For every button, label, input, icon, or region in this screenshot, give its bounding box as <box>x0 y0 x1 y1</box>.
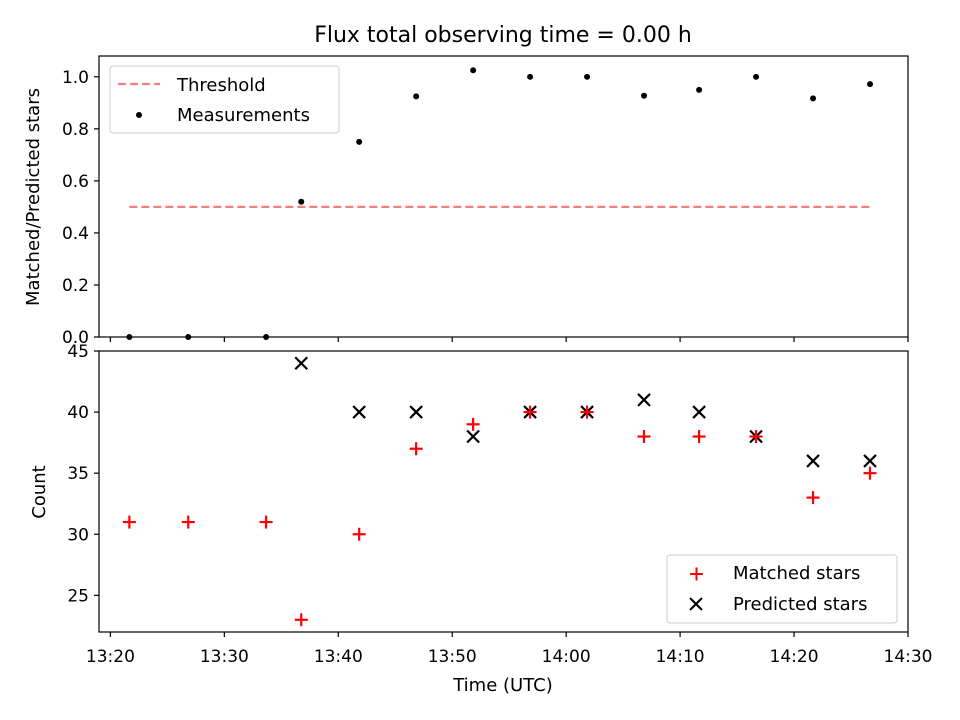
bottom-xtick-label: 13:40 <box>314 647 363 667</box>
matched-star-point <box>122 515 136 529</box>
matched-star-point <box>466 417 480 431</box>
bottom-xtick-label: 14:20 <box>770 647 819 667</box>
predicted-star-point <box>466 429 480 444</box>
predicted-star-point <box>806 454 820 468</box>
measurement-point <box>527 73 534 80</box>
top-ytick-label: 0.8 <box>62 120 89 140</box>
bottom-xtick-label: 14:30 <box>884 647 933 667</box>
bottom-xtick-label: 13:30 <box>200 647 249 667</box>
top-ytick-label: 0.0 <box>62 328 89 348</box>
measurement-point <box>298 198 305 205</box>
top-ytick-label: 0.6 <box>62 172 89 192</box>
bottom-xlabel: Time (UTC) <box>452 675 553 696</box>
top-ytick-label: 0.2 <box>62 276 89 296</box>
bottom-plot-frame <box>98 350 909 633</box>
predicted-star-point <box>863 454 877 468</box>
matched-star-point <box>409 442 423 456</box>
legend-predicted-label: Predicted stars <box>733 594 867 615</box>
top-ylabel: Matched/Predicted stars <box>23 88 44 306</box>
matched-star-point <box>181 515 195 529</box>
measurement-point <box>356 138 363 145</box>
measurement-point <box>867 81 874 88</box>
matched-star-point <box>580 405 594 419</box>
measurement-point <box>470 67 477 74</box>
bottom-xtick-label: 14:00 <box>542 647 591 667</box>
legend-predicted-swatch <box>689 597 703 611</box>
measurement-point <box>753 73 760 80</box>
bottom-ytick-label: 40 <box>67 403 89 423</box>
matched-star-point <box>806 491 820 505</box>
top-legend: Threshold Measurements <box>109 65 340 134</box>
measurement-point <box>696 86 703 93</box>
bottom-ytick-label: 35 <box>67 464 89 484</box>
chart-title: Flux total observing time = 0.00 h <box>314 23 692 48</box>
top-panel: 0.0 0.2 0.4 0.6 0.8 1.0 Matched/Predicted sta… <box>23 55 909 348</box>
measurement-point <box>641 92 648 99</box>
bottom-legend: Matched stars Predicted stars <box>666 554 898 624</box>
legend-threshold-label: Threshold <box>176 75 266 96</box>
measurement-point <box>810 95 817 102</box>
bottom-xtick-label: 14:10 <box>656 647 705 667</box>
bottom-panel: 25 30 35 40 45 13:20 13:30 13:40 13:50 14:00 14:1… <box>29 342 933 696</box>
bottom-xtick-label: 13:50 <box>428 647 477 667</box>
matched-star-point <box>637 430 651 444</box>
matched-star-point <box>259 515 273 529</box>
predicted-star-point <box>692 405 706 419</box>
matched-star-point <box>863 466 877 480</box>
bottom-ytick-label: 30 <box>67 525 89 545</box>
legend-matched-label: Matched stars <box>733 563 860 584</box>
top-ytick-label: 0.4 <box>62 224 89 244</box>
matched-star-point <box>294 613 308 627</box>
top-legend-box <box>109 65 340 134</box>
legend-measurement-label: Measurements <box>177 105 310 126</box>
matched-star-point <box>352 527 366 541</box>
bottom-ytick-label: 45 <box>67 342 89 362</box>
measurement-point <box>584 73 591 80</box>
matched-star-point <box>692 430 706 444</box>
predicted-star-point <box>409 405 423 419</box>
legend-matched-swatch <box>690 567 703 581</box>
matched-star-point <box>523 405 537 419</box>
predicted-star-point <box>294 356 309 370</box>
bottom-ytick-label: 25 <box>67 586 89 606</box>
top-ytick-label: 1.0 <box>62 68 89 88</box>
bottom-ylabel: Count <box>29 465 50 518</box>
measurement-point <box>413 93 420 100</box>
legend-measurement-swatch <box>136 112 142 118</box>
predicted-star-point <box>637 393 651 407</box>
predicted-star-point <box>352 405 366 419</box>
bottom-legend-box <box>666 554 898 624</box>
matched-star-point <box>749 430 763 444</box>
bottom-xtick-label: 13:20 <box>86 647 135 667</box>
top-plot-frame <box>98 55 909 338</box>
